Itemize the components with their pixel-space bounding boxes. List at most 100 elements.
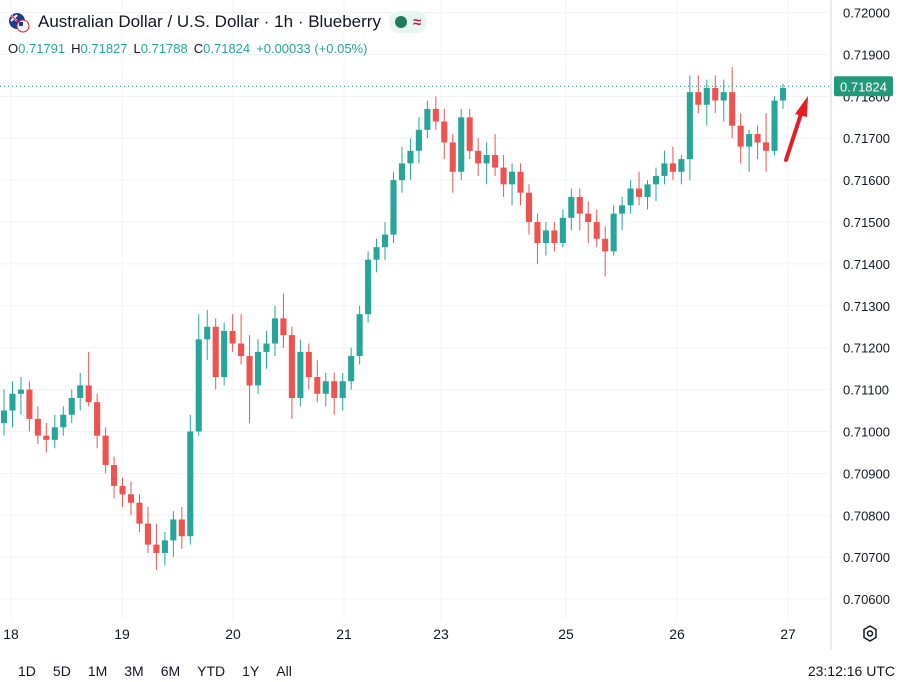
timeframe-selector: 1D 5D 1M 3M 6M YTD 1Y All bbox=[18, 663, 309, 679]
candle-body bbox=[221, 330, 228, 378]
candle-body bbox=[602, 238, 609, 252]
candle-body bbox=[508, 171, 516, 185]
x-tick-label: 18 bbox=[3, 626, 19, 642]
timeframe-3m[interactable]: 3M bbox=[124, 663, 144, 679]
candle-body bbox=[348, 356, 355, 382]
candle-body bbox=[381, 234, 389, 248]
candle-body bbox=[534, 222, 541, 243]
candles bbox=[0, 67, 787, 570]
data-mode-icon: ≈ bbox=[412, 13, 422, 31]
y-tick-label: 0.70900 bbox=[843, 466, 890, 481]
candle-body bbox=[627, 188, 634, 206]
timeframe-1m[interactable]: 1M bbox=[87, 663, 108, 679]
candle-body bbox=[398, 163, 406, 181]
current-price-text: 0.71824 bbox=[840, 79, 887, 94]
candle-body bbox=[178, 519, 185, 537]
candle-body bbox=[754, 134, 761, 143]
candle-body bbox=[644, 184, 651, 197]
candle-body bbox=[195, 339, 202, 432]
candle-body bbox=[102, 435, 109, 465]
x-tick-label: 25 bbox=[558, 626, 574, 642]
symbol-title[interactable]: Australian Dollar / U.S. Dollar · 1h · B… bbox=[38, 12, 381, 31]
y-tick-label: 0.70800 bbox=[843, 508, 890, 523]
y-tick-label: 0.70700 bbox=[843, 550, 890, 565]
candle-body bbox=[94, 402, 101, 436]
candle-body bbox=[68, 397, 75, 415]
candle-body bbox=[365, 259, 372, 315]
utc-clock[interactable]: 23:12:16 UTC bbox=[807, 663, 895, 679]
high-value: 0.71827 bbox=[80, 41, 128, 56]
candle-body bbox=[458, 117, 465, 172]
timeframe-5d[interactable]: 5D bbox=[52, 663, 71, 679]
candle-body bbox=[322, 381, 329, 394]
candle-body bbox=[212, 326, 219, 378]
candle-body bbox=[331, 381, 338, 398]
candle-body bbox=[729, 92, 736, 126]
open-label: O bbox=[8, 41, 19, 56]
close-label: C bbox=[193, 41, 204, 56]
y-tick-label: 0.71500 bbox=[843, 215, 890, 230]
x-tick-label: 23 bbox=[433, 626, 449, 642]
change-value: +0.00033 (+0.05%) bbox=[256, 41, 368, 56]
high-label: H bbox=[71, 41, 81, 56]
candle-body bbox=[127, 494, 135, 503]
candle-body bbox=[136, 502, 143, 524]
candle-body bbox=[119, 485, 126, 495]
y-tick-label: 0.71700 bbox=[843, 131, 890, 146]
low-label: L bbox=[133, 41, 141, 56]
y-tick-label: 0.71200 bbox=[843, 341, 890, 356]
market-status-pill[interactable]: ≈ bbox=[388, 11, 428, 33]
y-tick-label: 0.70600 bbox=[843, 592, 890, 607]
candle-body bbox=[449, 142, 456, 172]
candle-body bbox=[695, 92, 702, 105]
candle-body bbox=[390, 180, 397, 235]
market-open-dot-icon bbox=[394, 16, 407, 28]
candle-body bbox=[746, 134, 753, 147]
timeframe-1d[interactable]: 1D bbox=[18, 663, 36, 679]
candle-body bbox=[517, 171, 524, 193]
candle-body bbox=[542, 230, 549, 243]
candle-body bbox=[187, 431, 194, 537]
candle-body bbox=[170, 519, 177, 541]
candle-body bbox=[492, 155, 499, 168]
candle-body bbox=[619, 205, 626, 214]
currency-pair-flag-icon[interactable] bbox=[8, 11, 30, 33]
candle-body bbox=[475, 150, 482, 164]
x-tick-label: 21 bbox=[336, 626, 352, 642]
candle-body bbox=[111, 465, 118, 486]
candle-body bbox=[441, 121, 448, 143]
candle-body bbox=[204, 326, 211, 340]
candle-body bbox=[271, 318, 279, 344]
candle-body bbox=[51, 427, 58, 440]
close-value: 0.71824 bbox=[203, 41, 251, 56]
candle-body bbox=[77, 385, 84, 398]
timeframe-ytd[interactable]: YTD bbox=[197, 663, 226, 679]
y-tick-label: 0.71100 bbox=[843, 383, 889, 398]
timeframe-all[interactable]: All bbox=[276, 663, 292, 679]
candle-body bbox=[661, 163, 668, 176]
candle-body bbox=[737, 125, 744, 147]
x-tick-label: 27 bbox=[780, 626, 796, 642]
candle-body bbox=[763, 142, 770, 151]
candle-body bbox=[652, 175, 660, 185]
candle-body bbox=[678, 159, 685, 172]
candle-body bbox=[415, 129, 422, 151]
candle-body bbox=[669, 163, 676, 172]
candle-body bbox=[60, 414, 67, 428]
candle-body bbox=[559, 217, 566, 243]
timeframe-6m[interactable]: 6M bbox=[160, 663, 181, 679]
candle-body bbox=[466, 117, 473, 151]
candle-body bbox=[771, 100, 778, 151]
red-arrow-annotation bbox=[784, 96, 808, 162]
candle-body bbox=[34, 418, 41, 436]
candle-body bbox=[432, 108, 439, 122]
chart-header: Australian Dollar / U.S. Dollar · 1h · B… bbox=[8, 9, 428, 35]
y-tick-label: 0.71000 bbox=[843, 424, 890, 439]
y-tick-label: 0.71600 bbox=[843, 173, 890, 188]
candle-body bbox=[686, 92, 693, 160]
candle-body bbox=[593, 222, 600, 239]
y-tick-label: 0.71900 bbox=[843, 47, 890, 62]
timeframe-1y[interactable]: 1Y bbox=[242, 663, 260, 679]
axis-settings-gear-icon[interactable] bbox=[860, 624, 880, 644]
